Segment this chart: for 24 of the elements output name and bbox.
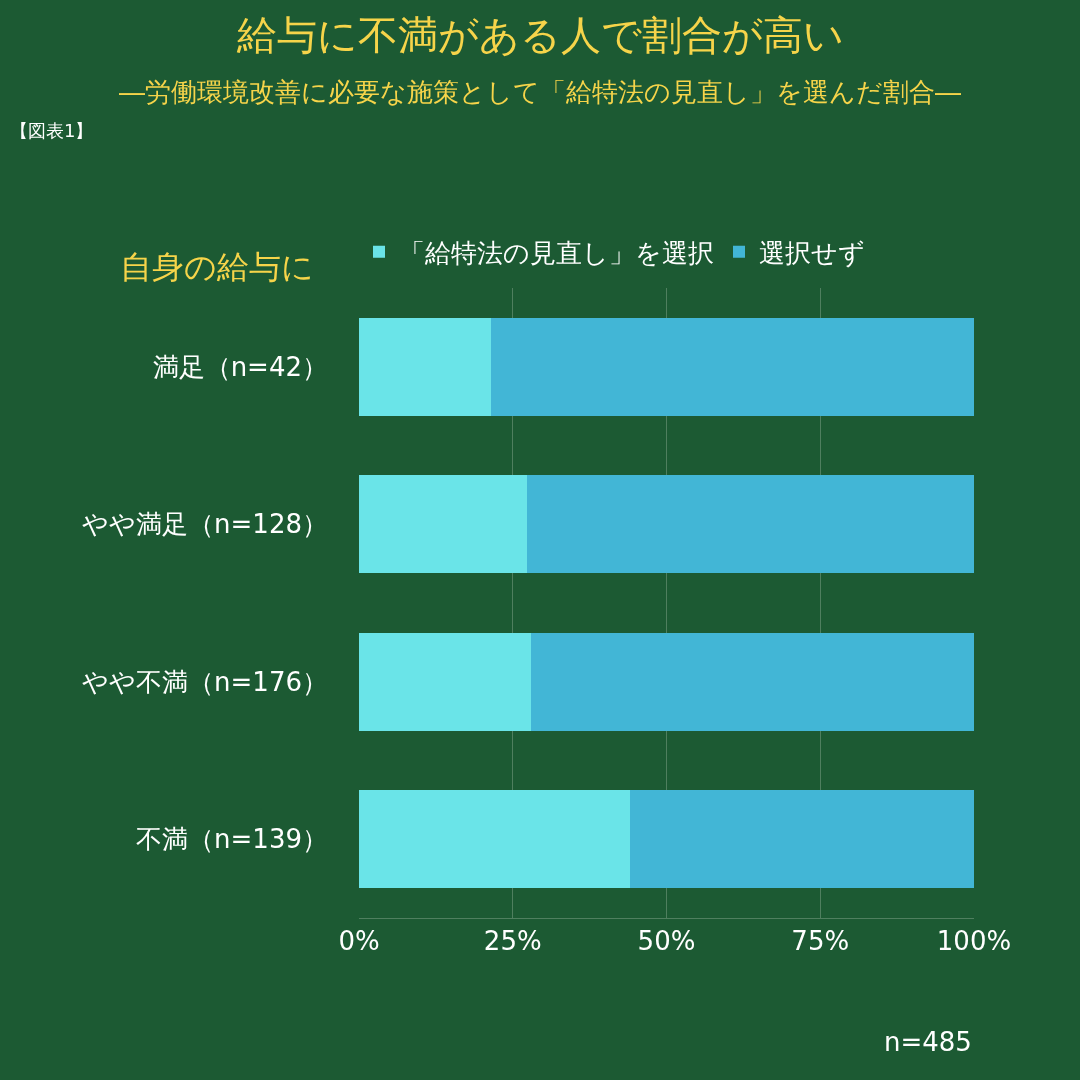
bar bbox=[530, 632, 974, 731]
x-tick-label: 25% bbox=[483, 926, 542, 957]
chart-title: 給与に不満がある人で割合が高い bbox=[235, 11, 844, 58]
bar bbox=[359, 632, 531, 731]
legend-label: 「給特法の見直し」を選択 bbox=[399, 237, 714, 268]
bar bbox=[359, 317, 491, 416]
x-tick-label: 0% bbox=[338, 926, 380, 957]
text: 【図表1】 bbox=[10, 120, 94, 141]
bar bbox=[629, 790, 974, 889]
bar bbox=[490, 317, 974, 416]
legend-label: 選択せず bbox=[759, 237, 865, 268]
y-tick-label: 不満（n=139） bbox=[136, 824, 328, 855]
y-tick-label: やや不満（n=176） bbox=[82, 666, 328, 697]
y-tick-label: やや満足（n=128） bbox=[82, 509, 328, 540]
y-axis-title: 自身の給与に bbox=[120, 248, 314, 286]
chart-subtitle: ―労働環境改善に必要な施策として「給特法の見直し」を選んだ割合― bbox=[119, 76, 961, 107]
bar bbox=[359, 475, 527, 574]
y-tick-label: 満足（n=42） bbox=[152, 351, 328, 382]
x-tick-label: 100% bbox=[936, 926, 1012, 957]
x-tick-label: 75% bbox=[791, 926, 850, 957]
bar bbox=[359, 790, 630, 889]
text: n=485 bbox=[884, 1027, 972, 1057]
x-tick-label: 50% bbox=[637, 926, 696, 957]
bar bbox=[526, 475, 974, 574]
